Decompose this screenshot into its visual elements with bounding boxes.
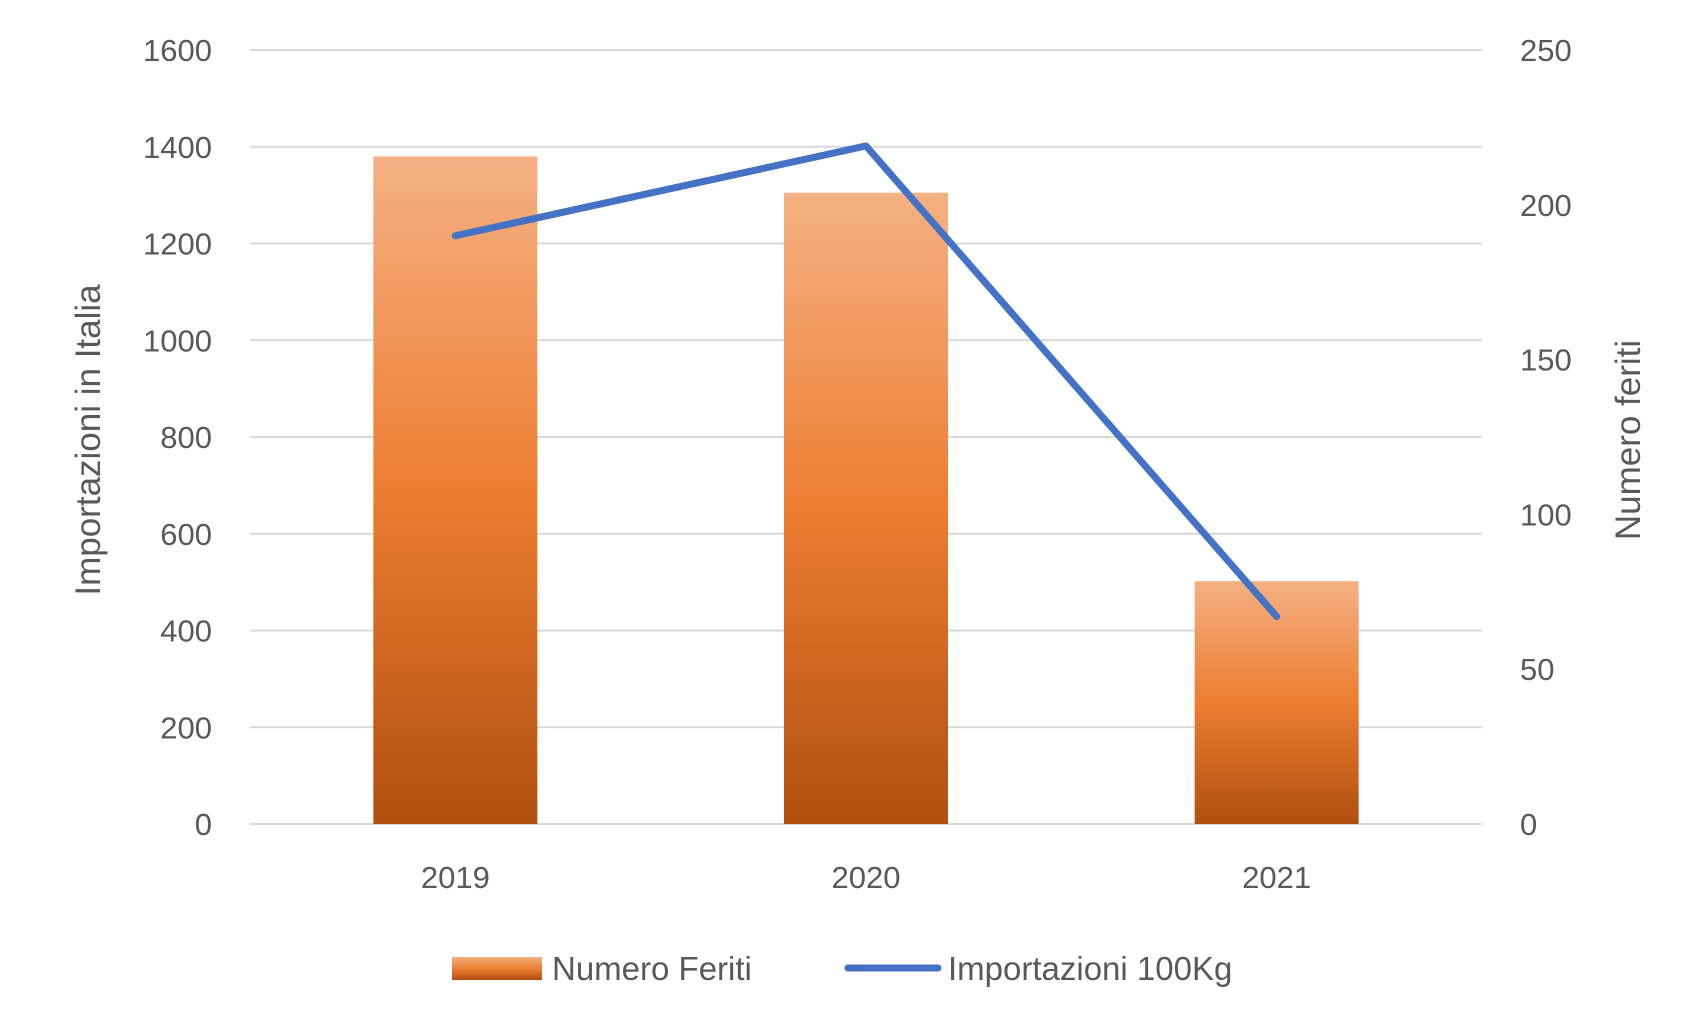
left-tick-label: 1400 xyxy=(143,130,212,165)
legend-label-numero-feriti: Numero Feriti xyxy=(552,950,752,987)
bar-2020 xyxy=(784,192,948,825)
left-tick-label: 600 xyxy=(160,517,212,552)
bar-2019 xyxy=(373,156,538,825)
left-tick-label: 400 xyxy=(160,614,212,649)
x-tick-label: 2021 xyxy=(1242,860,1311,895)
left-tick-label: 800 xyxy=(160,420,212,455)
x-tick-label: 2020 xyxy=(832,860,901,895)
legend-label-importazioni: Importazioni 100Kg xyxy=(948,950,1232,987)
bar-series xyxy=(373,156,1359,825)
left-tick-label: 1000 xyxy=(143,323,212,358)
line-series xyxy=(451,142,1281,621)
right-axis-ticks: 0 50 100 150 200 250 xyxy=(1520,33,1572,842)
right-tick-label: 0 xyxy=(1520,807,1537,842)
right-axis-title: Numero feriti xyxy=(1609,340,1648,540)
left-axis-ticks: 0 200 400 600 800 1000 1200 1400 1600 xyxy=(143,33,212,842)
x-tick-label: 2019 xyxy=(421,860,490,895)
left-tick-label: 0 xyxy=(195,807,212,842)
right-tick-label: 250 xyxy=(1520,33,1572,68)
right-tick-label: 200 xyxy=(1520,188,1572,223)
right-tick-label: 100 xyxy=(1520,497,1572,532)
legend: Numero Feriti Importazioni 100Kg xyxy=(452,950,1232,987)
left-axis-title: Importazioni in Italia xyxy=(69,284,108,596)
right-tick-label: 50 xyxy=(1520,652,1554,687)
line-importazioni xyxy=(451,142,1281,621)
x-axis-ticks: 2019 2020 2021 xyxy=(421,860,1311,895)
bar-2021 xyxy=(1194,581,1359,824)
right-tick-label: 150 xyxy=(1520,343,1572,378)
left-tick-label: 1600 xyxy=(143,33,212,68)
legend-swatch-numero-feriti xyxy=(452,957,542,980)
left-tick-label: 200 xyxy=(160,710,212,745)
left-tick-label: 1200 xyxy=(143,227,212,262)
